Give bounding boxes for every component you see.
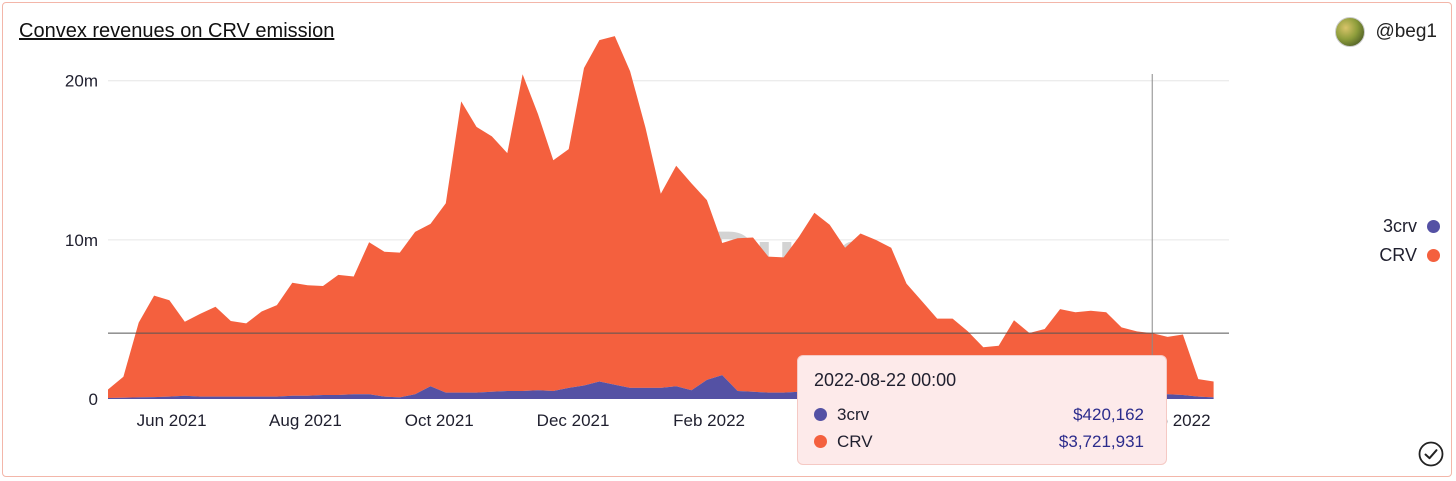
x-tick-label: Dec 2021 (537, 411, 610, 430)
tooltip-row-3crv: 3crv $420,162 (814, 401, 1144, 428)
legend-dot-icon (1427, 249, 1440, 262)
tooltip-row-crv: CRV $3,721,931 (814, 428, 1144, 455)
y-tick-label: 0 (89, 390, 98, 409)
author-link[interactable]: @beg1 (1335, 16, 1437, 48)
series-dot-icon (814, 408, 827, 421)
author-name: @beg1 (1375, 21, 1437, 42)
y-tick-label: 20m (65, 72, 98, 91)
tooltip-series-value: $420,162 (1073, 404, 1144, 424)
tooltip-series-name: 3crv (837, 404, 870, 424)
x-axis: Jun 2021 Aug 2021 Oct 2021 Dec 2021 Feb 2022… (137, 411, 1211, 430)
legend-label: 3crv (1382, 216, 1417, 236)
chart-tooltip: 2022-08-22 00:00 3crv $420,162 CRV $3,72… (797, 355, 1167, 465)
legend-item-crv[interactable]: CRV (1320, 241, 1440, 270)
x-tick-label: Oct 2021 (405, 411, 474, 430)
y-tick-label: 10m (65, 231, 98, 250)
legend: 3crv CRV (1320, 212, 1440, 270)
legend-item-3crv[interactable]: 3crv (1320, 212, 1440, 241)
tooltip-series-value: $3,721,931 (1058, 431, 1144, 451)
tooltip-date: 2022-08-22 00:00 (814, 370, 957, 390)
x-tick-label: Aug 2021 (269, 411, 342, 430)
series-dot-icon (814, 435, 827, 448)
legend-label: CRV (1379, 245, 1417, 265)
x-tick-label: Jun 2021 (137, 411, 207, 430)
check-circle-icon[interactable] (1418, 441, 1444, 467)
tooltip-series-name: CRV (837, 431, 873, 451)
areas (108, 36, 1214, 399)
chart-title[interactable]: Convex revenues on CRV emission (19, 20, 335, 42)
area-series-crv (108, 36, 1214, 398)
y-axis: 0 10m 20m (65, 72, 98, 409)
x-tick-label: Feb 2022 (673, 411, 745, 430)
avatar (1335, 17, 1366, 47)
crosshair (108, 74, 1229, 399)
legend-dot-icon (1427, 220, 1440, 233)
